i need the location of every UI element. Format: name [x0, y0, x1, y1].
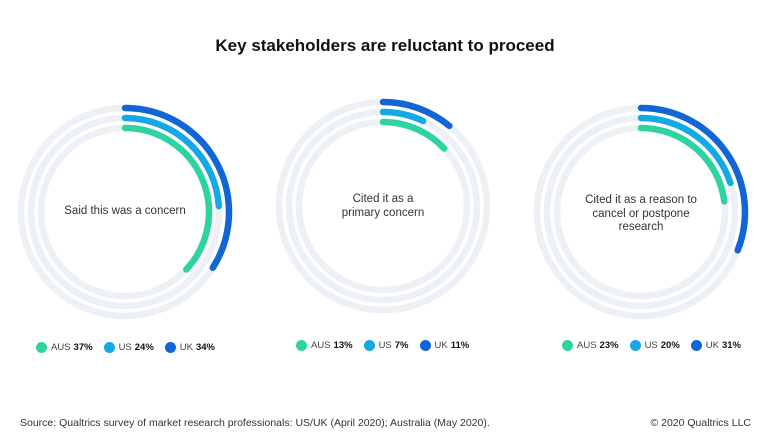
- legend-name: US: [118, 342, 132, 353]
- legend-value: 34%: [195, 342, 215, 353]
- chart-2-legend: AUS 13% US 7% UK 11%: [296, 340, 480, 351]
- legend-dot-us: [103, 342, 115, 353]
- legend-dot-aus: [296, 340, 307, 351]
- legend-name: UK: [705, 340, 719, 351]
- legend-dot-uk: [690, 340, 702, 351]
- chart-1-arc-uk: [121, 104, 233, 271]
- legend-value: 24%: [134, 342, 154, 353]
- legend-item-aus: AUS 23%: [562, 340, 619, 351]
- legend-name: AUS: [51, 342, 71, 353]
- legend-name: AUS: [311, 340, 331, 351]
- legend-dot-uk: [419, 340, 431, 351]
- legend-dot-aus: [562, 340, 573, 351]
- legend-name: UK: [179, 342, 193, 353]
- chart-3-arc-aus: [637, 124, 728, 205]
- legend-value: 31%: [721, 340, 741, 351]
- chart-3-arc-uk: [637, 104, 749, 254]
- legend-item-aus: AUS 13%: [296, 340, 353, 351]
- legend-dot-uk: [164, 342, 176, 353]
- legend-dot-aus: [36, 342, 47, 353]
- legend-item-us: US 24%: [103, 342, 154, 353]
- legend-name: UK: [434, 340, 448, 351]
- chart-title: Key stakeholders are reluctant to procee…: [215, 36, 555, 55]
- legend-item-uk: UK 34%: [164, 342, 215, 353]
- legend-item-uk: UK 31%: [690, 340, 741, 351]
- chart-1-arc-us: [121, 114, 223, 210]
- chart-3-arc-us: [637, 114, 734, 187]
- legend-item-us: US 7%: [363, 340, 409, 351]
- chart-3-center-label: Cited it as a reason to cancel or postpo…: [585, 194, 697, 233]
- legend-name: AUS: [577, 340, 597, 351]
- copyright: © 2020 Qualtrics LLC: [650, 417, 751, 429]
- legend-value: 13%: [333, 340, 353, 351]
- chart-2-center-label: Cited it as a primary concern: [341, 193, 425, 219]
- chart-2-arc-aus: [379, 118, 448, 152]
- legend-item-us: US 20%: [629, 340, 680, 351]
- legend-value: 11%: [450, 340, 470, 351]
- legend-dot-us: [629, 340, 641, 351]
- legend-name: US: [378, 340, 392, 351]
- legend-dot-us: [363, 340, 375, 351]
- chart-2-arc-us: [379, 108, 427, 125]
- chart-1-center-label: Said this was a concern: [64, 205, 186, 217]
- legend-value: 37%: [73, 342, 93, 353]
- legend-item-uk: UK 11%: [419, 340, 470, 351]
- legend-value: 20%: [660, 340, 680, 351]
- legend-name: US: [644, 340, 658, 351]
- chart-2-arc-uk: [379, 98, 453, 130]
- legend-value: 23%: [599, 340, 619, 351]
- legend-item-aus: AUS 37%: [36, 342, 93, 353]
- source-note: Source: Qualtrics survey of market resea…: [20, 417, 490, 429]
- chart-1-arc-aus: [121, 124, 213, 273]
- chart-3-legend: AUS 23% US 20% UK 31%: [562, 340, 752, 351]
- chart-1-legend: AUS 37% US 24% UK 34%: [36, 342, 226, 353]
- legend-value: 7%: [394, 340, 409, 351]
